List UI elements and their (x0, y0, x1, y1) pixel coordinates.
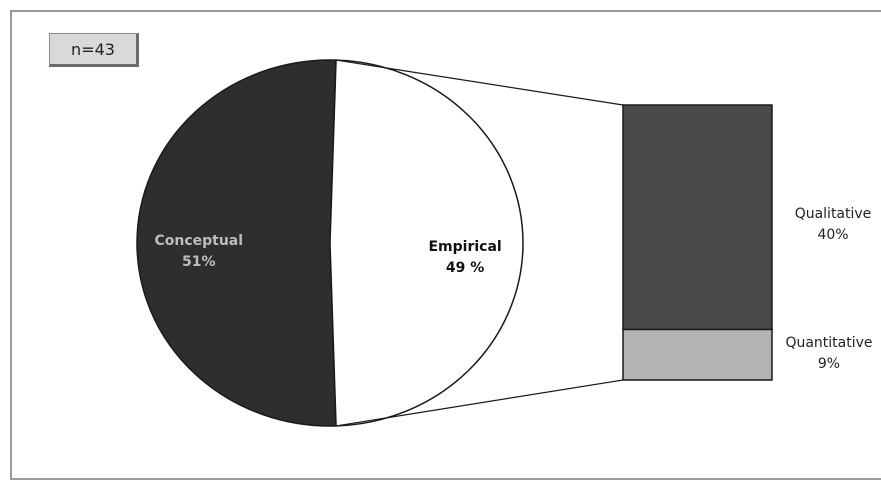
pie-label-empirical-value: 49 % (446, 260, 484, 276)
bar-segment-quantitative (622, 328, 773, 381)
bar-label-quantitative: Quantitative 9% (785, 335, 872, 372)
pie-label-empirical: Empirical 49 % (428, 239, 501, 276)
sample-size-badge: n=43 (49, 33, 139, 67)
bar-label-qualitative: Qualitative 40% (795, 206, 872, 243)
pie (136, 59, 524, 427)
connector-line-bottom (335, 379, 624, 427)
pie-label-empirical-name: Empirical (428, 239, 501, 255)
pie-slice-empirical (329, 59, 524, 427)
labels: Conceptual 51% Empirical 49 % Qualitative 40%… (154, 206, 872, 372)
pie-label-conceptual-name: Conceptual (154, 233, 243, 249)
bar-segment-qualitative (622, 104, 773, 331)
bar-label-qualitative-value: 40% (817, 227, 848, 243)
connector-lines (335, 59, 624, 427)
bar-label-quantitative-value: 9% (818, 356, 840, 372)
pie-slice-conceptual (136, 59, 337, 427)
pie-label-conceptual-value: 51% (182, 254, 216, 270)
bar-label-quantitative-name: Quantitative (785, 335, 872, 351)
connector-line-top (335, 59, 624, 106)
bar-label-qualitative-name: Qualitative (795, 206, 872, 222)
pie-label-conceptual: Conceptual 51% (154, 233, 243, 270)
breakdown-bar (622, 104, 773, 381)
